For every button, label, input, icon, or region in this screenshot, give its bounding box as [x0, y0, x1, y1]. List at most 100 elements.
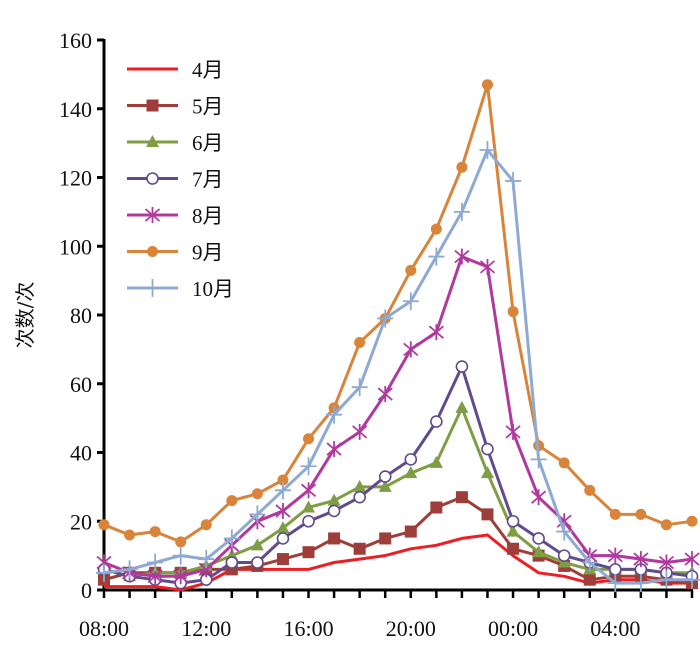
data-point [276, 521, 290, 534]
legend-marker [146, 172, 159, 185]
data-point [456, 161, 468, 173]
data-point [223, 529, 240, 548]
data-point [581, 553, 598, 572]
y-axis: 0 20 40 60 80 100 120 140 160 [59, 28, 106, 603]
data-point [481, 508, 494, 521]
data-point [507, 542, 520, 555]
data-point [300, 457, 317, 476]
data-point [327, 504, 341, 518]
data-point [251, 488, 263, 500]
data-point [277, 474, 289, 486]
series-line [103, 255, 693, 578]
legend-label: 10月 [192, 277, 234, 301]
data-point [96, 563, 112, 582]
data-point [658, 570, 675, 589]
data-point [404, 466, 418, 479]
legend-label: 6月 [192, 131, 224, 155]
data-point [225, 556, 239, 569]
data-point [583, 573, 596, 586]
data-point [686, 515, 698, 527]
data-point [609, 563, 622, 576]
data-point [479, 141, 496, 159]
data-point [505, 171, 522, 190]
legend-item: 9月 [127, 241, 224, 265]
data-point [326, 405, 343, 424]
legend-label: 8月 [192, 204, 224, 228]
x-tick-label: 12:00 [181, 616, 231, 641]
data-point [430, 501, 443, 514]
series-lines [96, 79, 700, 593]
data-point [507, 306, 519, 318]
data-point [377, 309, 394, 328]
data-point [200, 519, 212, 531]
x-tick-label: 20:00 [386, 616, 436, 641]
series-9月 [98, 79, 698, 548]
data-point [455, 360, 469, 373]
data-point [378, 470, 392, 483]
data-point [251, 556, 264, 569]
data-point [353, 479, 367, 492]
data-point [249, 505, 266, 524]
data-point [274, 481, 291, 500]
y-tick-label: 80 [70, 303, 92, 328]
y-tick-label: 20 [70, 509, 92, 534]
data-point [173, 568, 189, 585]
data-point [505, 423, 521, 440]
data-point [175, 536, 187, 548]
data-point [660, 519, 672, 531]
legend-marker [146, 135, 159, 147]
data-point [378, 479, 392, 492]
data-point [149, 526, 161, 538]
data-point [481, 442, 494, 456]
legend-marker [146, 99, 159, 112]
data-point [632, 574, 649, 593]
data-point [379, 532, 392, 545]
data-point [405, 264, 417, 276]
data-point [275, 502, 291, 519]
data-point [532, 545, 546, 558]
x-tick-label: 04:00 [590, 616, 640, 641]
data-point [428, 247, 445, 266]
data-point [276, 532, 290, 545]
x-axis: 08:00 12:00 16:00 20:00 00:00 04:00 [79, 588, 694, 641]
data-point [404, 453, 418, 466]
data-point [530, 450, 547, 469]
data-point [658, 554, 675, 571]
data-point [532, 532, 545, 545]
data-point [353, 542, 366, 555]
data-point [454, 248, 470, 265]
legend-item: 4月 [127, 58, 224, 82]
data-point [352, 423, 368, 440]
legend-item: 8月 [127, 204, 224, 228]
series-10月 [96, 141, 700, 593]
data-point [607, 547, 623, 564]
y-tick-label: 140 [59, 97, 92, 122]
legend-marker [147, 246, 158, 257]
series-7月 [97, 360, 699, 590]
data-point [328, 532, 341, 545]
data-point [453, 202, 470, 221]
data-point [455, 491, 468, 504]
y-tick-label: 160 [59, 28, 92, 53]
data-point [354, 337, 366, 348]
data-point [147, 553, 164, 572]
y-tick-label: 120 [59, 166, 92, 191]
data-point [402, 292, 419, 311]
data-point [635, 508, 647, 520]
legend-label: 4月 [192, 58, 224, 82]
legend-marker [144, 279, 161, 297]
y-tick-label: 40 [70, 441, 92, 466]
legend-item: 7月 [127, 168, 224, 192]
y-tick-label: 100 [59, 234, 92, 259]
data-point [302, 500, 316, 513]
data-point [684, 570, 700, 589]
data-point [121, 560, 138, 579]
data-point [327, 493, 341, 506]
data-point [684, 551, 700, 568]
legend-item: 10月 [127, 277, 234, 301]
data-point [198, 550, 215, 569]
data-point [302, 546, 315, 559]
data-point [556, 522, 573, 541]
legend-marker [144, 207, 161, 223]
